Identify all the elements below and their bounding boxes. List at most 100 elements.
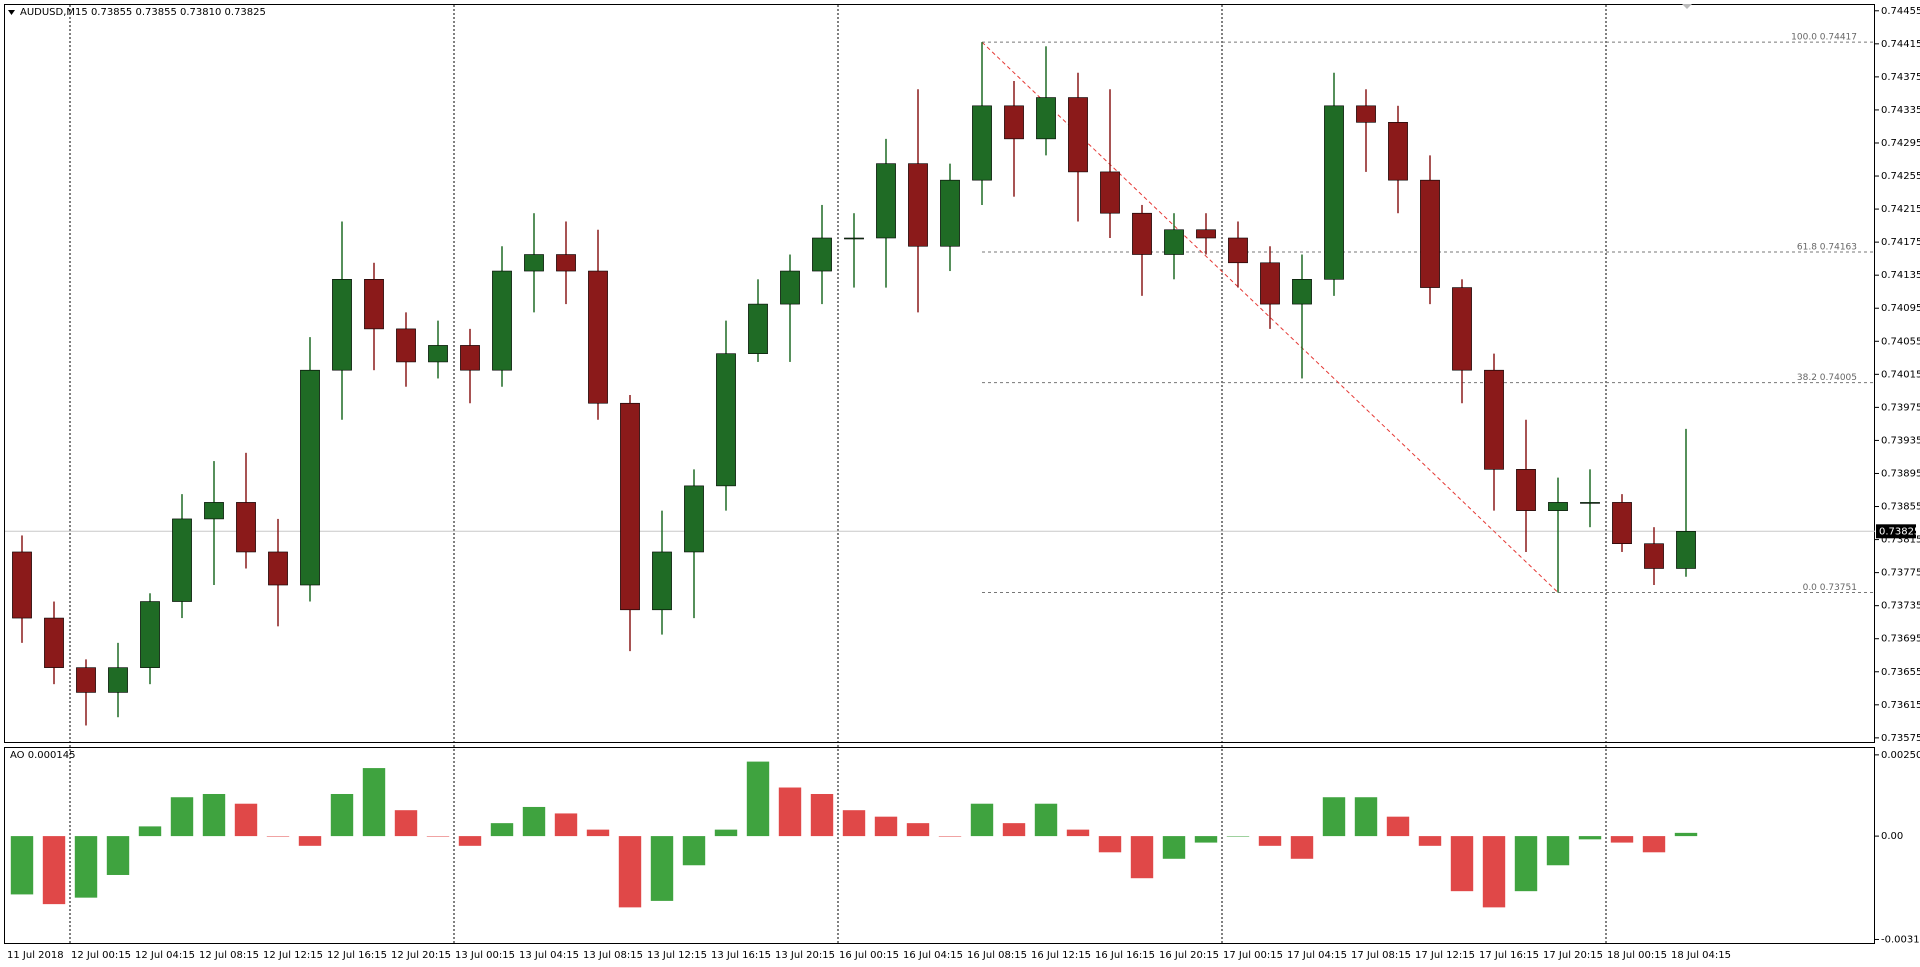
candle-body	[1516, 469, 1536, 511]
ao-bar	[1482, 836, 1506, 908]
y-tick-label: 0.74095	[1881, 303, 1920, 314]
y-tick-label: 0.74335	[1881, 105, 1920, 116]
candle-body	[556, 254, 576, 272]
candle-body	[1676, 531, 1696, 569]
y-tick-label: 0.73775	[1881, 568, 1920, 579]
y-tick-label: 0.74375	[1881, 72, 1920, 83]
candle-body	[1644, 543, 1664, 569]
y-tick-label: -0.003191	[1881, 934, 1920, 945]
ao-bar	[970, 803, 994, 837]
ao-bar	[906, 823, 930, 837]
candle-body	[876, 163, 896, 239]
last-price-label: 0.73825	[1879, 526, 1920, 537]
candle-body	[236, 502, 256, 553]
ao-bar	[1130, 836, 1154, 879]
ao-bar	[714, 829, 738, 837]
ao-bar	[138, 826, 162, 837]
x-tick-label: 16 Jul 08:15	[967, 950, 1027, 961]
ao-bar	[938, 836, 962, 837]
y-tick-label: 0.73655	[1881, 667, 1920, 678]
ao-bar	[1194, 836, 1218, 843]
ao-title: AO 0.000145	[10, 750, 75, 761]
ao-bar	[1386, 816, 1410, 837]
y-tick-label: 0.002508	[1881, 750, 1920, 761]
y-tick-label: 0.73695	[1881, 634, 1920, 645]
last-price-box	[1876, 524, 1916, 539]
candle-body	[1420, 179, 1440, 288]
y-tick-label: 0.00	[1881, 831, 1903, 842]
ao-bar	[1290, 836, 1314, 859]
y-tick-label: 0.73735	[1881, 601, 1920, 612]
fib-level-label: 38.2 0.74005	[1797, 373, 1857, 383]
x-tick-label: 12 Jul 12:15	[263, 950, 323, 961]
ao-bar	[682, 836, 706, 866]
ao-bar	[1002, 823, 1026, 837]
ao-bar	[234, 803, 258, 837]
fib-level-label: 61.8 0.74163	[1797, 243, 1857, 253]
ao-bar	[42, 836, 66, 905]
candle-body	[1292, 279, 1312, 305]
y-tick-label: 0.73975	[1881, 402, 1920, 413]
candle-body	[780, 270, 800, 305]
candle-body	[972, 105, 992, 181]
ao-bar	[490, 823, 514, 837]
y-tick-label: 0.74415	[1881, 39, 1920, 50]
candle-body	[1004, 105, 1024, 140]
candle-body	[1356, 105, 1376, 123]
y-tick-label: 0.73615	[1881, 700, 1920, 711]
scroll-marker	[1682, 4, 1692, 9]
ao-bar	[1514, 836, 1538, 892]
price-panel-frame	[4, 4, 1875, 743]
candle-body	[1612, 502, 1632, 545]
candle-body	[652, 551, 672, 611]
chart-title: AUDUSD,M15 0.73855 0.73855 0.73810 0.738…	[20, 7, 266, 18]
y-tick-label: 0.74015	[1881, 369, 1920, 380]
x-tick-label: 12 Jul 08:15	[199, 950, 259, 961]
ao-bar	[618, 836, 642, 908]
ao-bar	[1354, 797, 1378, 837]
y-tick-label: 0.73935	[1881, 435, 1920, 446]
ao-bar	[1322, 797, 1346, 837]
candle-body	[12, 551, 32, 619]
x-tick-label: 16 Jul 16:15	[1095, 950, 1155, 961]
y-tick-label: 0.74255	[1881, 171, 1920, 182]
candle-body	[1388, 122, 1408, 181]
ao-bar	[202, 793, 226, 837]
x-tick-label: 13 Jul 08:15	[583, 950, 643, 961]
candle-body	[1068, 97, 1088, 173]
x-tick-label: 13 Jul 00:15	[455, 950, 515, 961]
y-tick-label: 0.74055	[1881, 336, 1920, 347]
candle-body	[1228, 237, 1248, 264]
ao-bar	[10, 836, 34, 895]
candle-body	[812, 237, 832, 272]
ao-bar	[170, 797, 194, 837]
candle-body	[44, 617, 64, 668]
ao-bar	[1610, 836, 1634, 843]
ao-bar	[1258, 836, 1282, 846]
x-tick-label: 13 Jul 16:15	[711, 950, 771, 961]
y-tick-label: 0.73575	[1881, 733, 1920, 744]
x-tick-label: 13 Jul 04:15	[519, 950, 579, 961]
x-tick-label: 16 Jul 04:15	[903, 950, 963, 961]
ao-bar	[426, 836, 450, 837]
ao-bar	[554, 813, 578, 837]
candle-body	[300, 369, 320, 586]
menu-arrow[interactable]	[8, 10, 15, 15]
candle-body	[1580, 502, 1600, 504]
y-tick-label: 0.73855	[1881, 502, 1920, 513]
candle-body	[1548, 502, 1568, 511]
y-tick-label: 0.74135	[1881, 270, 1920, 281]
ao-bar	[74, 836, 98, 898]
candle-body	[428, 345, 448, 363]
candle-body	[748, 303, 768, 354]
candle-body	[332, 279, 352, 371]
y-tick-label: 0.73895	[1881, 468, 1920, 479]
ao-bar	[1674, 832, 1698, 837]
candle-body	[460, 345, 480, 371]
x-tick-label: 18 Jul 04:15	[1671, 950, 1731, 961]
ao-panel-frame	[4, 747, 1875, 944]
candle-body	[620, 402, 640, 611]
candle-body	[1484, 369, 1504, 470]
